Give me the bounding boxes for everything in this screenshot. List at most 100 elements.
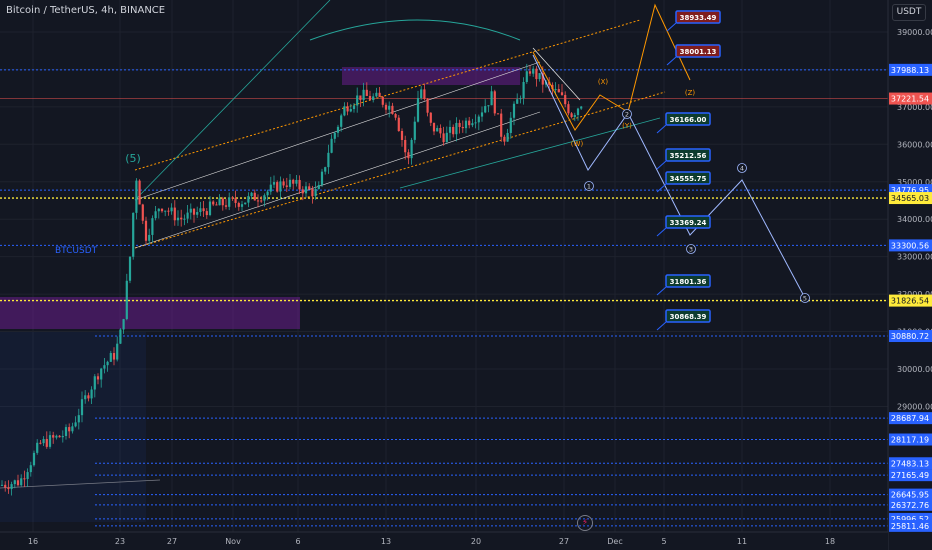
candle-body xyxy=(116,343,119,360)
bolt-icon[interactable]: ⚡ xyxy=(577,515,593,531)
target-callout: 34555.75 xyxy=(656,171,711,193)
target-price-label: 38933.49 xyxy=(680,14,717,22)
candle-body xyxy=(157,208,160,212)
candle-body xyxy=(205,211,208,216)
candle-body xyxy=(231,197,234,199)
candle-body xyxy=(221,198,224,206)
candle-body xyxy=(68,427,71,432)
wave-marker xyxy=(622,109,632,119)
candle-body xyxy=(397,117,400,131)
target-callout: 36166.00 xyxy=(656,112,711,134)
purple-zones xyxy=(0,67,520,522)
candle-body xyxy=(0,484,4,486)
level-price-tag xyxy=(889,412,932,425)
candle-body xyxy=(359,95,362,101)
candle-body xyxy=(164,210,167,212)
candle-body xyxy=(48,435,52,447)
candle-body xyxy=(432,122,436,132)
price-tick-label: 39000.00 xyxy=(897,28,932,37)
candle-body xyxy=(112,353,116,360)
candle-body xyxy=(480,112,484,117)
candle-body xyxy=(532,68,535,74)
orange-wave-label: (W) xyxy=(571,140,584,148)
wave-marker xyxy=(584,181,594,191)
candle-body xyxy=(202,208,205,212)
candle-body xyxy=(285,185,288,187)
level-price-label: 26372.76 xyxy=(891,501,929,510)
candle-body xyxy=(404,139,407,153)
wave-number-label: 3 xyxy=(689,246,693,254)
currency-button[interactable]: USDT xyxy=(892,4,926,21)
candle-body xyxy=(573,115,576,118)
candle-body xyxy=(391,105,394,115)
candle-body xyxy=(557,89,560,93)
candle-body xyxy=(352,105,356,110)
candle-body xyxy=(269,184,272,192)
target-price-label: 34555.75 xyxy=(670,175,707,183)
candle-body xyxy=(336,126,340,133)
candle-body xyxy=(272,182,276,185)
candle-body xyxy=(122,319,125,330)
candle-body xyxy=(186,212,189,219)
level-price-tag xyxy=(889,433,932,446)
candle-body xyxy=(176,217,180,221)
candle-body xyxy=(503,136,506,142)
time-axis: 16 23 27 Nov 6 13 20 27 Dec 5 11 18 xyxy=(0,531,888,550)
candle-body xyxy=(189,208,192,213)
candle-body xyxy=(125,280,128,320)
candle-body xyxy=(554,89,557,91)
candle-body xyxy=(16,480,20,486)
level-price-tag xyxy=(889,192,932,205)
target-price-label: 36166.00 xyxy=(670,116,707,124)
candle-body xyxy=(13,480,16,485)
candle-body xyxy=(496,113,500,115)
candle-body xyxy=(528,71,532,74)
candle-body xyxy=(301,189,304,194)
candle-body xyxy=(423,89,426,99)
wave-number-label: 1 xyxy=(587,183,591,191)
candle-body xyxy=(36,442,39,453)
candle-body xyxy=(74,422,77,427)
level-price-label: 26645.95 xyxy=(891,491,929,500)
level-price-tag xyxy=(889,239,932,252)
levels xyxy=(0,69,888,527)
candle-body xyxy=(362,89,365,101)
level-price-tag xyxy=(889,294,932,307)
candle-body xyxy=(218,198,221,206)
candle-body xyxy=(103,365,106,369)
candle-body xyxy=(487,105,490,107)
level-price-tag xyxy=(889,498,932,511)
candle-body xyxy=(567,104,570,114)
target-callout: 38001.13 xyxy=(666,44,721,66)
price-tick-label: 37000.00 xyxy=(897,103,932,112)
candle-body xyxy=(160,208,164,212)
candle-body xyxy=(132,212,135,257)
candle-body xyxy=(512,103,516,118)
candle-body xyxy=(45,438,48,447)
candle-body xyxy=(580,106,583,109)
time-tick-label: 27 xyxy=(167,537,177,546)
candle-body xyxy=(292,179,295,184)
candle-body xyxy=(256,200,260,202)
level-price-label: 27483.13 xyxy=(891,459,929,468)
candle-body xyxy=(58,435,61,438)
candle-body xyxy=(7,487,10,490)
symbol-watermark: BTCUSDT xyxy=(55,246,98,256)
candle-body xyxy=(500,113,503,137)
time-tick-label: 23 xyxy=(115,537,125,546)
candle-body xyxy=(442,133,445,143)
candle-body xyxy=(240,204,244,207)
target-price-label: 38001.13 xyxy=(680,48,717,56)
candle-body xyxy=(32,452,36,466)
candle-body xyxy=(343,106,346,116)
candle-body xyxy=(253,192,256,201)
price-tick-label: 30000.00 xyxy=(897,365,932,374)
candles xyxy=(0,63,583,496)
level-price-tag xyxy=(889,469,932,482)
target-price-label: 35212.56 xyxy=(670,152,707,160)
wave-marker xyxy=(686,244,696,254)
level-price-tag xyxy=(889,63,932,76)
candle-body xyxy=(375,92,378,97)
price-tick-label: 33000.00 xyxy=(897,253,932,262)
